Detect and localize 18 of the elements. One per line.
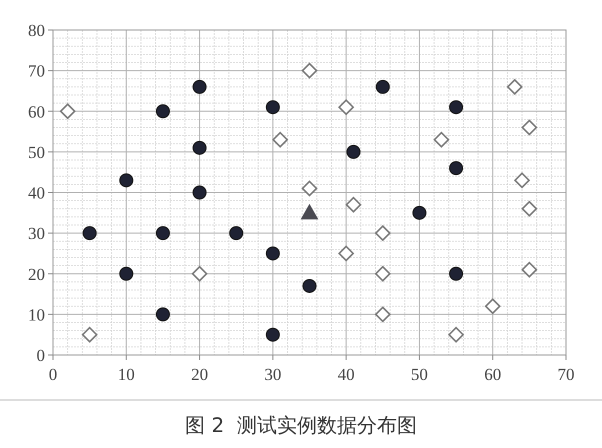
x-tick-label: 40 [338, 365, 355, 384]
x-tick-label: 10 [118, 365, 135, 384]
x-tick-label: 50 [410, 365, 428, 384]
y-tick-label: 30 [28, 224, 45, 244]
x-tick-label: 70 [558, 365, 574, 384]
x-tick-label: 60 [484, 365, 502, 384]
y-tick-label: 20 [28, 264, 45, 284]
text: 图 2 测试实例数据分布图 [185, 413, 417, 437]
y-tick-label: 50 [28, 142, 45, 162]
y-tick-label: 70 [28, 62, 45, 81]
y-tick-label: 80 [28, 21, 45, 40]
y-tick-label: 40 [28, 184, 45, 202]
x-tick-label: 20 [191, 365, 208, 384]
x-tick-label: 30 [264, 365, 282, 384]
y-tick-label: 0 [36, 346, 45, 365]
y-tick-label: 10 [28, 305, 45, 324]
x-tick-label: 0 [48, 365, 58, 384]
y-tick-label: 60 [28, 102, 45, 122]
